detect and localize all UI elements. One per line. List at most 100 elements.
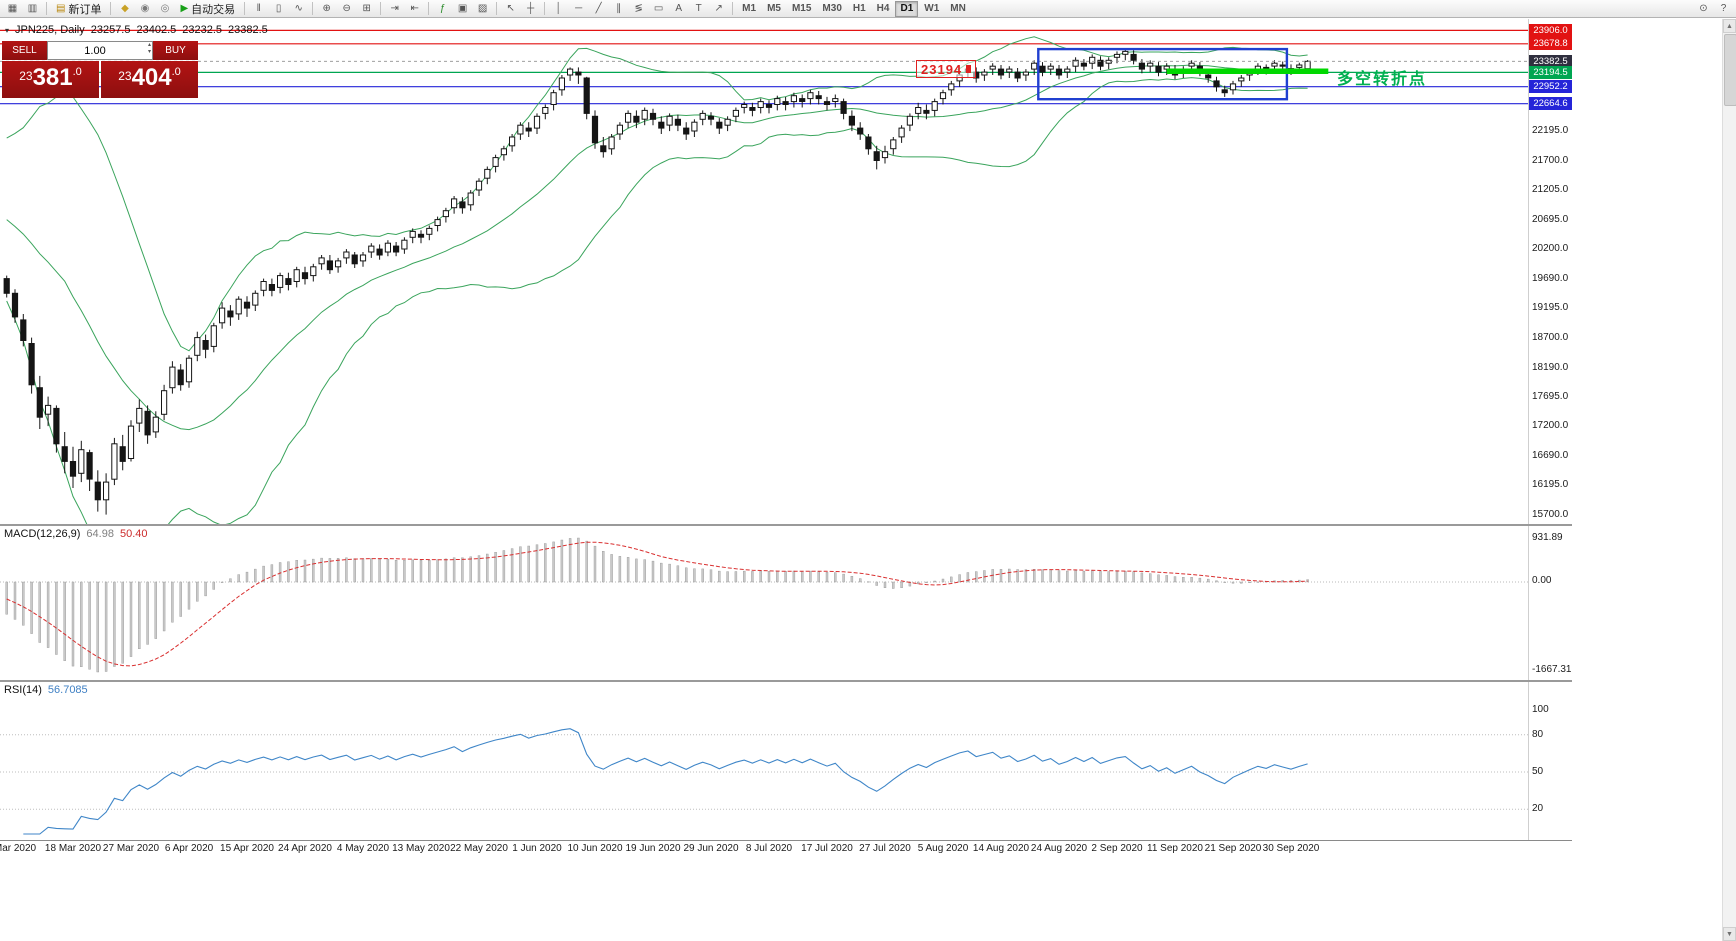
price-axis[interactable]: 22195.0 21700.0 21205.0 20695.0 20200.0 19690… <box>1528 19 1572 524</box>
auto-scroll-icon[interactable]: ⇥ <box>390 3 399 14</box>
date-label: 2 Sep 2020 <box>1091 843 1143 854</box>
horizontal-line-icon[interactable]: ─ <box>575 3 583 14</box>
auto-trading-button[interactable]: ▶ 自动交易 <box>175 1 240 16</box>
sell-price-button[interactable]: 23 381.0 <box>2 61 99 98</box>
arrows-icon[interactable]: ↗ <box>714 3 723 14</box>
date-label: 11 Sep 2020 <box>1147 843 1203 854</box>
volume-input[interactable] <box>48 44 152 57</box>
macd-pane[interactable]: MACD(12,26,9) 64.98 50.40 931.89 0.00 -166… <box>0 526 1572 680</box>
search-icon[interactable]: ⊙ <box>1699 3 1708 14</box>
chart-profiles-icon[interactable]: ▥ <box>27 3 38 14</box>
chart-line-icon[interactable]: ∿ <box>294 3 303 14</box>
price-axis-label: 17695.0 <box>1532 390 1569 402</box>
timeframe-w1-button[interactable]: W1 <box>924 2 940 14</box>
new-chart-icon[interactable]: ▦ <box>7 3 18 14</box>
date-label: 4 May 2020 <box>336 843 390 854</box>
price-tag: 23382.5 <box>1529 54 1572 68</box>
indicators-icon[interactable]: ƒ <box>439 3 446 14</box>
tile-windows-icon[interactable]: ⊞ <box>362 3 371 14</box>
toolbar-separator <box>312 2 314 15</box>
rsi-axis[interactable]: 100 80 50 20 <box>1528 682 1572 840</box>
help-icon[interactable]: ? <box>1720 3 1727 14</box>
main-price-pane[interactable]: 22195.0 21700.0 21205.0 20695.0 20200.0 19690… <box>0 19 1572 524</box>
volume-down-icon[interactable]: ▾ <box>147 49 151 55</box>
date-label: 24 Apr 2020 <box>278 843 332 854</box>
macd-chart-canvas <box>0 537 1528 673</box>
one-click-toggle-icon[interactable]: ▾ <box>5 25 10 35</box>
text-label-icon[interactable]: T <box>695 3 702 14</box>
rsi-chart-canvas <box>0 728 1528 835</box>
crosshair-icon[interactable]: ┼ <box>527 3 535 14</box>
bollinger-band-line <box>6 77 1308 524</box>
price-axis-label: 22195.0 <box>1532 125 1569 137</box>
date-label: 30 Sep 2020 <box>1262 843 1320 854</box>
annotation-marker-icon <box>966 65 972 73</box>
timeframe-mn-button[interactable]: MN <box>950 2 966 14</box>
macd-axis-label: -1667.31 <box>1532 664 1572 675</box>
scroll-down-icon[interactable]: ▼ <box>1723 927 1736 941</box>
templates-icon[interactable]: ▨ <box>477 3 488 14</box>
trendline-icon[interactable]: ╱ <box>595 3 602 14</box>
date-label: 27 Mar 2020 <box>102 843 160 854</box>
price-axis-label: 16690.0 <box>1532 450 1569 462</box>
chart-title: ▾ JPN225, Daily 23257.5 23402.5 23232.5 … <box>5 24 268 36</box>
timeframe-m1-button[interactable]: M1 <box>742 2 757 14</box>
cursor-icon[interactable]: ↖ <box>506 3 515 14</box>
scroll-up-icon[interactable]: ▲ <box>1723 19 1736 33</box>
rsi-label-row: RSI(14) 56.7085 <box>4 684 88 696</box>
metaeditor-icon[interactable]: ◆ <box>121 3 129 14</box>
date-label: 18 Mar 2020 <box>44 843 102 854</box>
pane-separator[interactable] <box>0 680 1572 682</box>
navigator-icon[interactable]: ◎ <box>160 3 170 14</box>
rsi-pane[interactable]: RSI(14) 56.7085 100 80 50 20 <box>0 682 1572 840</box>
timeframe-m5-button[interactable]: M5 <box>767 2 781 14</box>
rsi-name: RSI(14) <box>4 684 42 696</box>
toolbar-separator <box>428 2 430 15</box>
equidistant-channel-icon[interactable]: ∥ <box>616 3 622 14</box>
price-axis-label: 19195.0 <box>1532 302 1569 314</box>
vertical-scrollbar[interactable]: ▲ ▼ <box>1722 19 1736 941</box>
vertical-line-icon[interactable]: │ <box>555 3 562 14</box>
new-order-icon: ▤ <box>56 3 66 14</box>
fibonacci-icon[interactable]: ≶ <box>634 3 643 14</box>
date-label: 10 Jun 2020 <box>567 843 623 854</box>
zoom-out-icon[interactable]: ⊖ <box>342 3 351 14</box>
text-icon[interactable]: A <box>675 3 682 14</box>
macd-main-value: 64.98 <box>86 528 114 540</box>
new-order-button[interactable]: ▤ 新订单 <box>51 1 106 16</box>
turning-point-label[interactable]: 多空转折点 <box>1337 71 1428 88</box>
new-order-label: 新订单 <box>68 3 102 16</box>
pane-separator[interactable] <box>0 524 1572 526</box>
buy-price-button[interactable]: 23 404.0 <box>101 61 198 98</box>
chart-shift-icon[interactable]: ⇤ <box>410 3 419 14</box>
timeframe-h4-button[interactable]: H4 <box>876 2 890 14</box>
chart-candlesticks-icon[interactable]: ▯ <box>275 3 282 14</box>
timeframe-m15-button[interactable]: M15 <box>791 2 812 14</box>
timeframe-d1-button[interactable]: D1 <box>895 0 919 17</box>
market-watch-icon[interactable]: ◉ <box>140 3 150 14</box>
scroll-thumb[interactable] <box>1724 34 1736 106</box>
rsi-line <box>23 728 1308 835</box>
price-decimals: .0 <box>72 66 82 78</box>
price-prefix: 23 <box>118 69 132 83</box>
zoom-in-icon[interactable]: ⊕ <box>322 3 331 14</box>
timeframe-m30-button[interactable]: M30 <box>822 2 842 14</box>
date-label: 19 Jun 2020 <box>625 843 681 854</box>
volume-up-icon[interactable]: ▴ <box>147 42 151 48</box>
buy-button[interactable]: BUY <box>153 41 198 60</box>
periods-icon[interactable]: ▣ <box>457 3 468 14</box>
toolbar-separator <box>244 2 246 15</box>
sell-button[interactable]: SELL <box>2 41 47 60</box>
price-big-digits: 404 <box>131 64 172 91</box>
chart-bars-icon[interactable]: ‖ <box>256 3 261 14</box>
date-label: 29 Jun 2020 <box>683 843 739 854</box>
price-chart-canvas[interactable] <box>0 19 1528 524</box>
consolidation-rectangle[interactable] <box>1037 47 1289 101</box>
shapes-icon[interactable]: ▭ <box>653 3 664 14</box>
price-tag: 22952.2 <box>1529 80 1572 94</box>
timeframe-h1-button[interactable]: H1 <box>852 2 866 14</box>
macd-axis[interactable]: 931.89 0.00 -1667.31 <box>1528 526 1572 680</box>
price-annotation-label[interactable]: 23194 <box>916 60 977 78</box>
